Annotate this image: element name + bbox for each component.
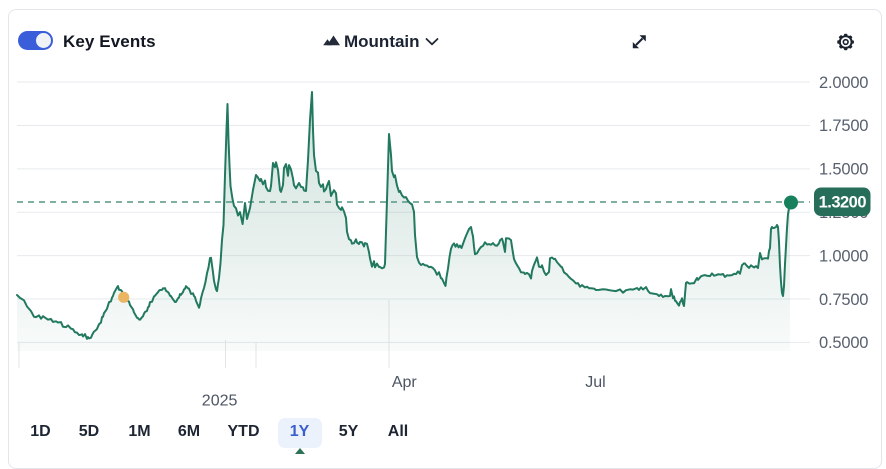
svg-text:1.0000: 1.0000 [819, 247, 868, 265]
svg-text:1.7500: 1.7500 [819, 117, 868, 135]
svg-text:2.0000: 2.0000 [819, 74, 868, 92]
svg-text:1.3200: 1.3200 [819, 194, 867, 212]
svg-text:1.5000: 1.5000 [819, 161, 868, 179]
svg-text:0.7500: 0.7500 [819, 291, 868, 309]
svg-text:Jul: Jul [585, 374, 605, 391]
svg-text:0.5000: 0.5000 [819, 334, 868, 352]
svg-text:Apr: Apr [392, 374, 418, 391]
svg-text:2025: 2025 [202, 392, 238, 409]
